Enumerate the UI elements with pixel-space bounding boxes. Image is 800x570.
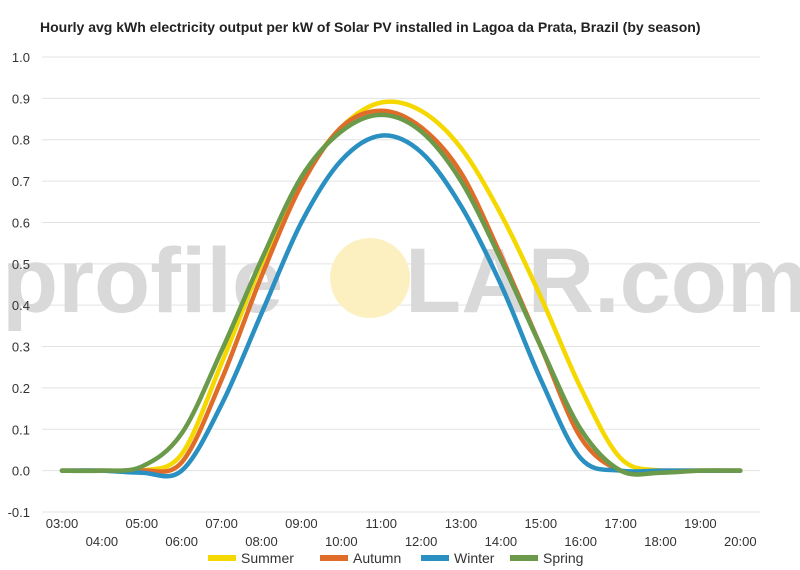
- y-tick-label: 0.1: [12, 422, 30, 437]
- x-tick-label: 05:00: [126, 516, 159, 531]
- x-axis-ticks: 03:00 04:00 05:00 06:00 07:00 08:00 09:00 10:00…: [46, 516, 757, 549]
- x-tick-label: 03:00: [46, 516, 79, 531]
- y-tick-label: 0.7: [12, 174, 30, 189]
- x-tick-label: 20:00: [724, 534, 757, 549]
- legend-label-spring: Spring: [543, 550, 583, 566]
- x-tick-label: 06:00: [165, 534, 198, 549]
- y-tick-label: 0.3: [12, 340, 30, 355]
- x-tick-label: 14:00: [485, 534, 518, 549]
- x-tick-label: 15:00: [525, 516, 558, 531]
- watermark: profile LAR.com: [2, 230, 800, 332]
- y-tick-label: -0.1: [8, 505, 30, 520]
- legend-label-autumn: Autumn: [353, 550, 401, 566]
- chart-title: Hourly avg kWh electricity output per kW…: [40, 19, 701, 35]
- x-tick-label: 07:00: [205, 516, 238, 531]
- y-tick-label: 0.0: [12, 464, 30, 479]
- watermark-sun-icon: [330, 238, 410, 318]
- legend: Summer Autumn Winter Spring: [208, 550, 583, 566]
- x-tick-label: 10:00: [325, 534, 358, 549]
- x-tick-label: 19:00: [684, 516, 717, 531]
- y-tick-label: 0.8: [12, 133, 30, 148]
- y-tick-label: 0.2: [12, 381, 30, 396]
- series-line-summer: [59, 99, 743, 475]
- legend-swatch-autumn: [320, 555, 348, 561]
- legend-label-summer: Summer: [241, 550, 294, 566]
- y-tick-label: 1.0: [12, 50, 30, 65]
- x-tick-label: 13:00: [445, 516, 478, 531]
- y-tick-label: 0.6: [12, 215, 30, 230]
- y-axis-ticks: -0.1 0.0 0.1 0.2 0.3 0.4 0.5 0.6 0.7 0.8 0.9 1.0: [8, 50, 30, 520]
- y-tick-label: 0.5: [12, 257, 30, 272]
- x-tick-label: 12:00: [405, 534, 438, 549]
- legend-swatch-winter: [421, 555, 449, 561]
- x-tick-label: 17:00: [604, 516, 637, 531]
- series-layer: [59, 99, 743, 479]
- y-tick-label: 0.4: [12, 298, 30, 313]
- legend-swatch-spring: [510, 555, 538, 561]
- series-line-spring: [59, 112, 743, 477]
- x-tick-label: 04:00: [86, 534, 119, 549]
- y-tick-label: 0.9: [12, 91, 30, 106]
- legend-label-winter: Winter: [454, 550, 495, 566]
- x-tick-label: 11:00: [365, 516, 397, 531]
- x-tick-label: 18:00: [644, 534, 677, 549]
- legend-swatch-summer: [208, 555, 236, 561]
- x-tick-label: 09:00: [285, 516, 318, 531]
- x-tick-label: 16:00: [564, 534, 597, 549]
- x-tick-label: 08:00: [245, 534, 278, 549]
- watermark-text-right: LAR.com: [405, 230, 800, 332]
